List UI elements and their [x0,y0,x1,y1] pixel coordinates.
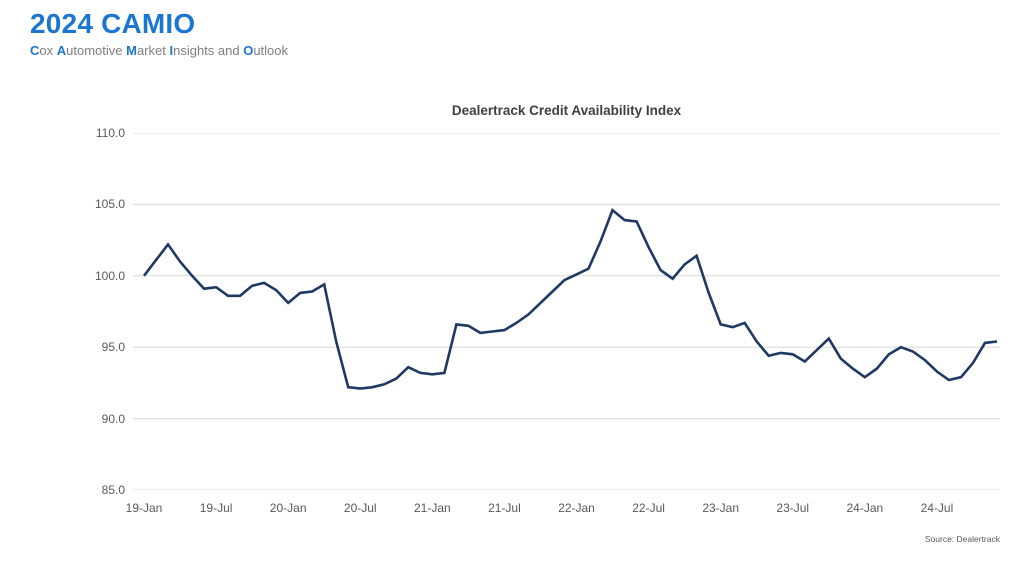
x-tick-label: 20-Jul [343,501,377,515]
report-subtitle-segment: arket [136,43,170,58]
report-subtitle-segment: O [243,43,254,58]
x-tick-label: 23-Jan [702,501,740,515]
report-subtitle-segment: A [56,43,67,58]
x-tick-label: 23-Jul [776,501,810,515]
report-subtitle-segment: C [30,43,40,58]
report-title: 2024 CAMIO [30,8,196,39]
report-subtitle-segment: utomotive [66,43,127,58]
chart-title: Dealertrack Credit Availability Index [451,103,682,118]
x-tick-label: 24-Jan [846,501,884,515]
report-subtitle-segment: ox [39,43,57,58]
y-tick-label: 85.0 [101,483,125,497]
gridlines [133,133,1000,490]
report-subtitle-segment: nsights and [173,43,244,58]
x-tick-label: 19-Jul [199,501,233,515]
report-subtitle-segment: utlook [253,43,289,58]
x-tick-label: 21-Jan [413,501,451,515]
x-tick-label: 21-Jul [488,501,521,515]
index-line-series [142,207,998,390]
report-subtitle-segment: I [169,43,174,58]
y-tick-label: 105.0 [94,197,125,212]
x-tick-label: 24-Jul [920,501,954,515]
plot-area [133,133,1000,490]
y-tick-label: 90.0 [101,411,125,426]
x-tick-label: 22-Jul [632,501,665,515]
x-tick-label: 22-Jan [558,501,595,515]
x-tick-label: 19-Jan [125,501,163,515]
source-note: Source: Dealertrack [924,534,1000,544]
report-subtitle: Cox Automotive Market Insights and Outlo… [30,43,288,58]
y-tick-label: 100.0 [94,268,125,283]
y-tick-label: 110.0 [95,126,125,140]
x-tick-label: 20-Jan [269,501,307,515]
y-tick-label: 95.0 [101,340,125,355]
report-subtitle-segment: M [126,43,137,58]
